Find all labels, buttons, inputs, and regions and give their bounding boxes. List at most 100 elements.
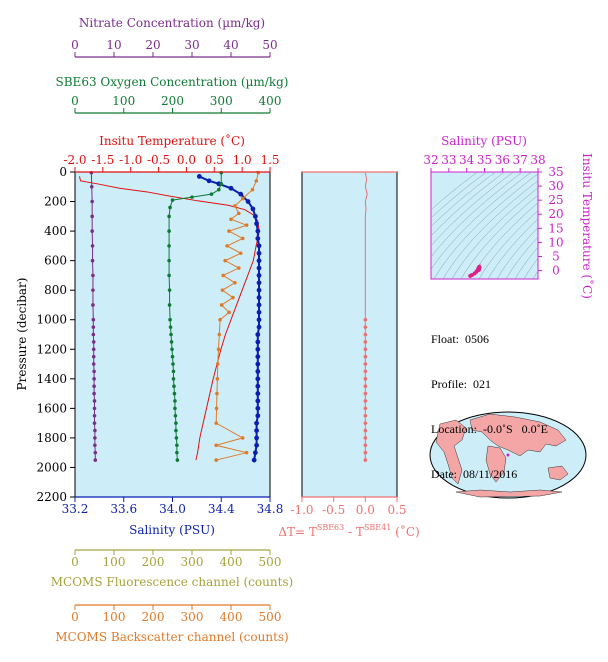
- delta-t-tick-label: 0.5: [387, 503, 406, 517]
- salinity-point: [256, 302, 262, 308]
- nitrate-point: [93, 443, 97, 448]
- float-id: Float: 0506: [431, 332, 490, 346]
- ts-density-contour: [431, 172, 505, 237]
- temperature-axis: -2.0 -1.5 -1.0 -0.5 0.0 0.5 1.0 1.5: [63, 153, 280, 173]
- map-land-eurasia: [469, 413, 567, 457]
- salinity-point: [238, 191, 244, 197]
- salinity-axis-title: Salinity (PSU): [129, 523, 215, 537]
- nitrate-point: [91, 332, 96, 337]
- nitrate-axis-title: Nitrate Concentration (µm/kg): [79, 16, 265, 30]
- pressure-tick-label: 800: [44, 283, 67, 297]
- temperature-line: [78, 176, 260, 461]
- oxygen-point: [167, 244, 171, 248]
- backscatter-point: [214, 458, 218, 462]
- salinity-point: [252, 213, 258, 219]
- nitrate-point: [92, 406, 97, 411]
- oxygen-point: [219, 182, 224, 186]
- oxygen-tick-label: 0: [71, 94, 79, 108]
- ts-density-contour: [478, 210, 538, 279]
- map-land-americas: [435, 419, 467, 485]
- temperature-tick-label: 0.5: [205, 153, 224, 167]
- salinity-point: [255, 413, 261, 419]
- oxygen-point: [173, 413, 178, 418]
- oxygen-point: [167, 229, 171, 233]
- backscatter-point: [231, 295, 235, 300]
- oxygen-point: [175, 443, 179, 448]
- pressure-tick-label: 1000: [36, 313, 67, 327]
- oxygen-point: [169, 332, 173, 337]
- temperature-tick-label: -0.5: [147, 153, 170, 167]
- backscatter-point: [216, 347, 221, 352]
- oxygen-tick-label: 200: [161, 94, 184, 108]
- backscatter-point: [244, 223, 249, 227]
- nitrate-point: [92, 384, 96, 389]
- nitrate-point: [92, 399, 97, 403]
- delta-t-point: [363, 369, 368, 374]
- backscatter-point: [223, 258, 227, 263]
- pressure-axis: 0 200 400 600 800 1000 1200 1400 1600 1800 2000 220…: [36, 165, 75, 504]
- salinity-point: [256, 258, 262, 264]
- oxygen-point: [167, 273, 171, 278]
- nitrate-point: [91, 362, 96, 366]
- map-land-antarctica: [455, 489, 563, 498]
- delta-t-point: [363, 362, 368, 366]
- ts-point: [476, 267, 481, 272]
- ts-x-tick-label: 38: [530, 153, 545, 167]
- salinity-point: [254, 442, 259, 448]
- ts-density-contour: [451, 187, 538, 279]
- oxygen-point: [173, 399, 177, 403]
- salinity-point: [228, 185, 234, 191]
- backscatter-point: [220, 288, 225, 292]
- backscatter-point: [233, 280, 237, 285]
- backscatter-tick-label: 500: [259, 610, 282, 624]
- nitrate-point: [90, 229, 94, 233]
- ts-density-contour: [431, 172, 478, 211]
- float-info: Float: 0506 Profile: 021 Location: -0.0˚…: [431, 302, 548, 497]
- oxygen-point: [190, 195, 194, 199]
- oxygen-point: [217, 187, 221, 192]
- salinity-point: [254, 420, 259, 426]
- float-location-marker: [506, 453, 510, 457]
- ts-density-contour: [442, 180, 538, 279]
- ts-y-tick-label: 30: [548, 179, 563, 193]
- ts-density-contour: [431, 172, 532, 270]
- delta-t-point: [363, 450, 368, 455]
- nitrate-tick-label: 30: [184, 38, 199, 52]
- backscatter-point: [225, 244, 229, 248]
- nitrate-point: [91, 347, 96, 352]
- nitrate-point: [92, 391, 96, 396]
- ts-y-tick-label: 5: [552, 249, 560, 263]
- salinity-point: [255, 332, 261, 337]
- world-map: [429, 411, 587, 499]
- ts-y-tick-label: 10: [548, 235, 563, 249]
- oxygen-tick-label: 100: [112, 94, 135, 108]
- salinity-point: [250, 206, 256, 212]
- ts-y-tick-label: 15: [548, 221, 563, 235]
- backscatter-point: [254, 179, 259, 183]
- ts-y-tick-label: 0: [552, 264, 560, 278]
- delta-t-point: [363, 428, 368, 433]
- delta-t-axis: -1.0 -0.5 0.0 0.5: [290, 171, 407, 517]
- oxygen-point: [168, 317, 172, 322]
- nitrate-tick-label: 0: [71, 38, 79, 52]
- salinity-point: [256, 280, 262, 286]
- backscatter-point: [217, 332, 222, 337]
- delta-t-point: [363, 391, 368, 396]
- ts-density-contour: [505, 236, 538, 279]
- ts-density-contour: [431, 172, 496, 228]
- oxygen-point: [167, 214, 171, 219]
- delta-t-tick-label: -0.5: [322, 503, 345, 517]
- fluorescence-tick-label: 500: [259, 555, 282, 569]
- fluorescence-tick-label: 400: [220, 555, 243, 569]
- backscatter-point: [250, 187, 255, 192]
- backscatter-point: [221, 273, 225, 278]
- fluorescence-axis: 0 100 200 300 400 500: [71, 549, 282, 569]
- oxygen-tick-label: 400: [259, 94, 282, 108]
- backscatter-point: [240, 436, 245, 440]
- backscatter-tick-label: 200: [142, 610, 165, 624]
- pressure-tick-label: 2000: [36, 460, 67, 474]
- salinity-point: [256, 309, 262, 315]
- ts-x-tick-label: 37: [513, 153, 528, 167]
- backscatter-point: [240, 196, 245, 201]
- delta-t-point: [363, 325, 368, 329]
